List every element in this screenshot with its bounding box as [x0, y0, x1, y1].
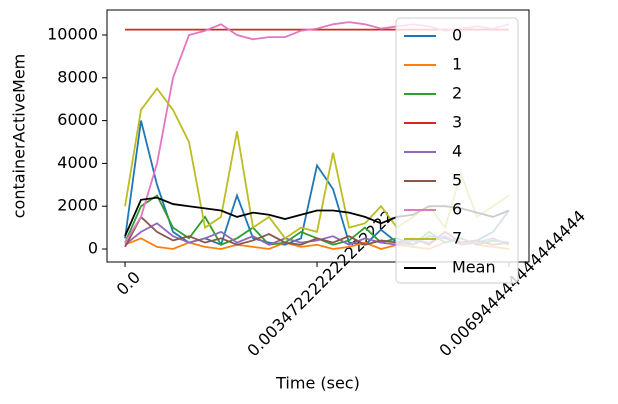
legend-label: 5 — [452, 171, 462, 190]
legend-label: 1 — [452, 55, 462, 74]
legend-label: 4 — [452, 142, 462, 161]
x-tick-label: 0.003472222222222222 — [243, 206, 397, 360]
y-tick-label: 8000 — [57, 67, 98, 86]
y-tick-label: 6000 — [57, 110, 98, 129]
y-tick-label: 4000 — [57, 153, 98, 172]
plot-frame — [106, 9, 530, 263]
legend-box — [395, 17, 519, 284]
x-tick-label: 0.0 — [113, 268, 144, 299]
y-tick-label: 10000 — [47, 24, 98, 43]
legend-label: Mean — [452, 258, 496, 277]
y-axis-label: containerActiveMem — [10, 54, 29, 219]
legend-label: 2 — [452, 84, 462, 103]
y-tick-label: 2000 — [57, 196, 98, 215]
legend-label: 0 — [452, 26, 462, 45]
y-tick-label: 0 — [88, 239, 98, 258]
x-axis-label: Time (sec) — [275, 374, 360, 393]
legend-label: 6 — [452, 200, 462, 219]
legend-label: 7 — [452, 229, 462, 248]
legend-label: 3 — [452, 113, 462, 132]
